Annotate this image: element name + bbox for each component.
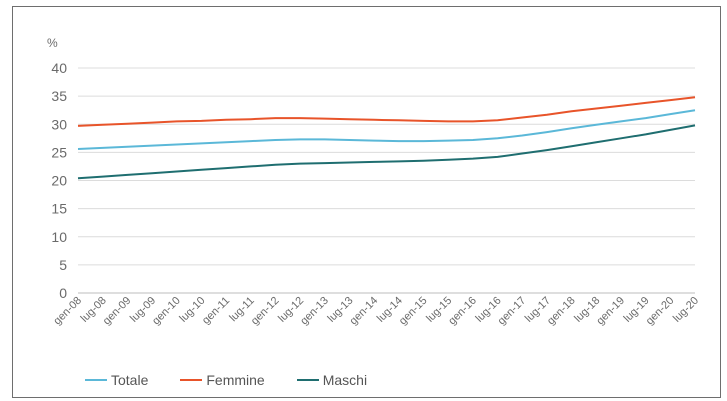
x-tick-label: gen-20 — [644, 295, 677, 328]
x-tick-label: gen-15 — [397, 295, 430, 328]
x-tick-label: gen-13 — [298, 295, 331, 328]
x-tick-label: gen-09 — [101, 295, 134, 328]
legend: Totale Femmine Maschi — [85, 372, 367, 388]
legend-label-femmine: Femmine — [206, 372, 265, 388]
x-tick-label: gen-14 — [348, 295, 381, 328]
legend-label-totale: Totale — [111, 372, 149, 388]
legend-swatch-maschi — [296, 379, 319, 381]
legend-item-totale: Totale — [85, 372, 148, 388]
series-line-maschi — [77, 124, 696, 180]
y-tick-label: 40 — [51, 60, 67, 76]
x-tick-label: gen-18 — [545, 295, 578, 328]
x-tick-label: gen-12 — [249, 295, 282, 328]
legend-swatch-totale — [85, 379, 107, 381]
chart-frame — [12, 6, 721, 398]
y-tick-label: 35 — [51, 88, 67, 104]
legend-label-maschi: Maschi — [322, 372, 368, 388]
y-tick-label: 30 — [51, 116, 67, 132]
legend-item-femmine: Femmine — [180, 372, 265, 388]
y-unit-label: % — [47, 36, 58, 50]
series-lines — [77, 96, 696, 180]
x-tick-label: gen-17 — [496, 295, 529, 328]
x-tick-label: gen-19 — [594, 295, 627, 328]
series-line-femmine — [77, 96, 696, 127]
legend-item-maschi: Maschi — [296, 372, 368, 388]
y-tick-label: 15 — [51, 201, 67, 217]
y-tick-label: 25 — [51, 144, 67, 160]
x-tick-label: gen-10 — [150, 295, 183, 328]
series-line-totale — [77, 109, 696, 150]
x-tick-label: lug-20 — [671, 295, 701, 325]
x-tick-label: gen-11 — [200, 295, 232, 327]
legend-swatch-femmine — [180, 379, 203, 381]
y-tick-label: 0 — [59, 285, 67, 301]
y-tick-label: 20 — [51, 173, 67, 189]
y-tick-label: 10 — [51, 229, 67, 245]
y-tick-label: 5 — [59, 257, 67, 273]
x-tick-label: gen-16 — [446, 295, 479, 328]
grid-lines — [78, 67, 695, 294]
y-axis-ticks: 0 5 10 15 20 25 30 35 40 — [51, 60, 67, 301]
x-tick-label: gen-08 — [51, 295, 84, 328]
x-axis-ticks: gen-08lug-08gen-09lug-09gen-10lug-10gen-… — [51, 295, 701, 328]
